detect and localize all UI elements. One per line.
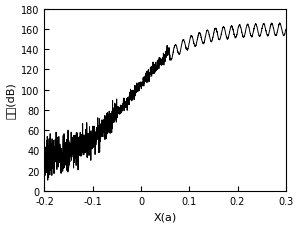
X-axis label: X(a): X(a) <box>153 212 177 222</box>
Y-axis label: 能量(dB): 能量(dB) <box>6 82 16 119</box>
